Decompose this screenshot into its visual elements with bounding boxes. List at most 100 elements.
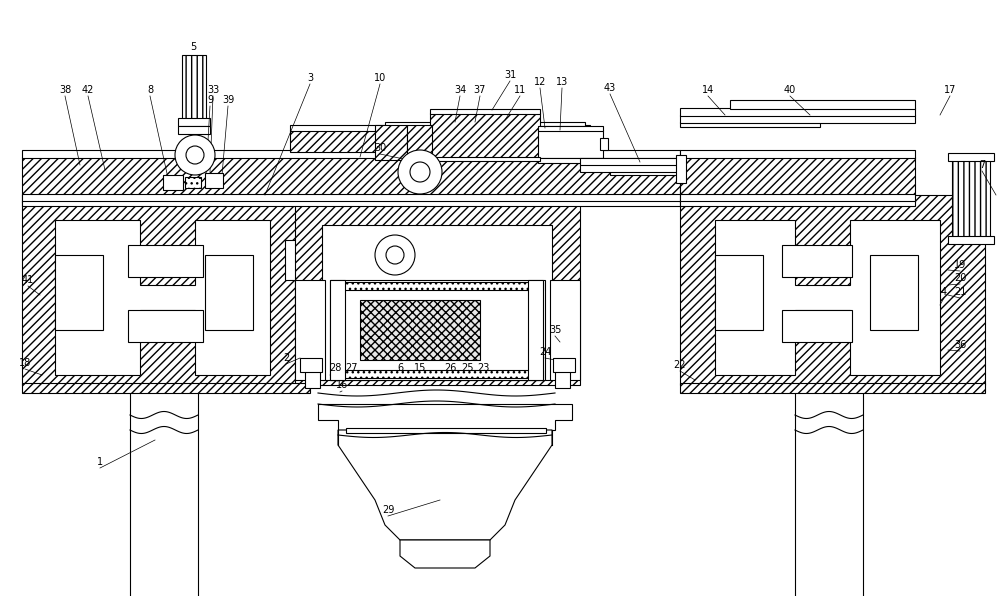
Bar [550,280,580,380]
Bar [430,113,540,158]
Text: 29: 29 [382,505,394,515]
Text: 27: 27 [346,363,358,373]
Bar [130,392,198,596]
Text: 13: 13 [556,77,568,87]
Text: 19: 19 [954,260,966,270]
Bar [290,125,590,131]
Text: 30: 30 [374,143,386,153]
Bar [538,158,603,163]
Bar [680,157,915,195]
Bar [185,177,201,188]
Bar [680,115,915,123]
Bar [346,428,546,433]
Text: 6: 6 [397,363,403,373]
Text: 43: 43 [604,83,616,93]
Bar [555,370,570,388]
Bar [205,173,223,188]
Bar [680,150,915,158]
Text: 26: 26 [444,363,456,373]
Bar [22,194,680,202]
Bar [332,282,543,290]
Text: 39: 39 [222,95,234,105]
Text: 2: 2 [283,353,289,363]
Circle shape [186,146,204,164]
Bar [680,201,915,206]
Bar [128,310,203,342]
Circle shape [175,135,215,175]
Polygon shape [400,540,490,568]
Text: 8: 8 [147,85,153,95]
Text: 35: 35 [549,325,561,335]
Bar [385,122,585,126]
Bar [600,138,608,150]
Bar [580,165,680,172]
Bar [360,300,480,360]
Text: 14: 14 [702,85,714,95]
Text: 28: 28 [329,363,341,373]
Bar [782,245,852,277]
Bar [715,255,763,330]
Circle shape [410,162,430,182]
Text: 41: 41 [22,275,34,285]
Bar [580,158,685,166]
Bar [375,125,407,160]
Bar [332,370,543,378]
Bar [948,153,994,161]
Polygon shape [22,157,680,195]
Bar [22,201,680,206]
Text: 11: 11 [514,85,526,95]
Bar [870,255,918,330]
Bar [290,130,590,152]
Polygon shape [715,220,940,375]
Text: 23: 23 [477,363,489,373]
Text: 33: 33 [207,85,219,95]
Bar [330,280,345,380]
Bar [952,158,990,238]
Bar [55,255,103,330]
Bar [528,280,543,380]
Text: 16: 16 [336,380,348,390]
Circle shape [386,246,404,264]
Polygon shape [338,430,552,540]
Bar [730,100,915,109]
Text: 4: 4 [941,287,947,297]
Bar [163,175,183,190]
Circle shape [398,150,442,194]
Text: 31: 31 [504,70,516,80]
Bar [305,370,320,388]
Bar [430,157,540,161]
Polygon shape [22,195,310,385]
Bar [553,358,575,372]
Bar [676,155,686,183]
Text: 10: 10 [374,73,386,83]
Polygon shape [318,404,572,430]
Text: 37: 37 [474,85,486,95]
Bar [948,236,994,244]
Bar [538,126,603,131]
Bar [300,358,322,372]
Text: 12: 12 [534,77,546,87]
Text: 15: 15 [414,363,426,373]
Bar [178,126,210,134]
Text: 18: 18 [19,358,31,368]
Bar [295,280,325,380]
Text: 17: 17 [944,85,956,95]
Polygon shape [55,220,270,375]
Bar [782,310,852,342]
Polygon shape [680,195,985,385]
Bar [128,245,203,277]
Bar [182,55,206,120]
Text: 1: 1 [97,457,103,467]
Bar [680,108,915,116]
Bar [178,118,210,126]
Text: 25: 25 [462,363,474,373]
Bar [795,392,863,596]
Polygon shape [295,205,580,385]
Text: 20: 20 [954,273,966,283]
Bar [322,225,552,380]
Bar [22,150,680,158]
Bar [680,383,985,393]
Text: 22: 22 [674,360,686,370]
Circle shape [375,235,415,275]
Bar [680,194,915,202]
